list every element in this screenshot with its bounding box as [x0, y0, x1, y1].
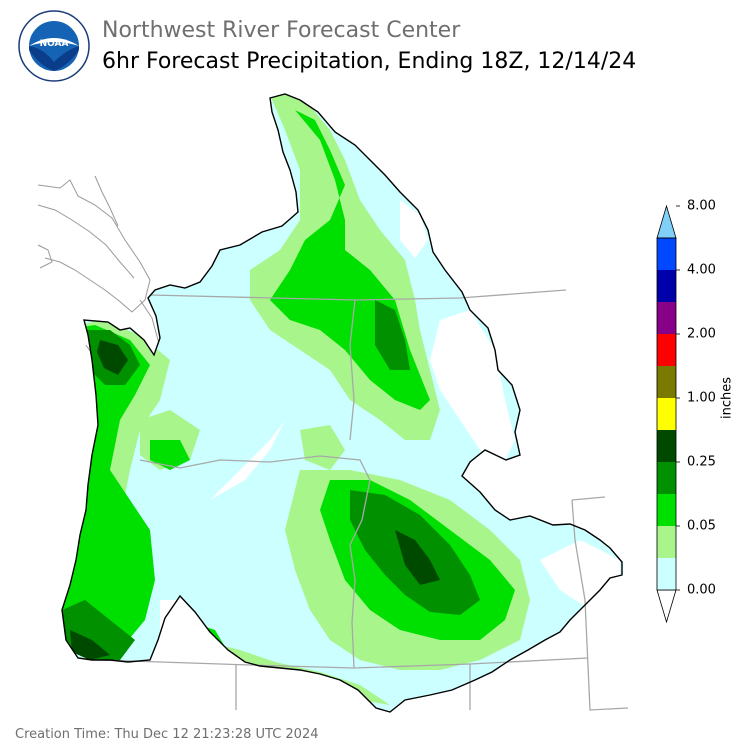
- tick-label: 8.00: [687, 198, 716, 214]
- colorbar-segment: [657, 270, 676, 302]
- colorbar-frame: [656, 237, 677, 591]
- colorbar-segment: [657, 526, 676, 558]
- tick-label: 4.00: [687, 262, 716, 278]
- tick-label: 0.25: [687, 454, 716, 470]
- colorbar-segment: [657, 462, 676, 494]
- colorbar-segment: [657, 398, 676, 430]
- product-title: 6hr Forecast Precipitation, Ending 18Z, …: [102, 49, 637, 74]
- colorbar-segment: [657, 366, 676, 398]
- colorbar-extension-high: [656, 204, 677, 239]
- creation-time: Creation Time: Thu Dec 12 21:23:28 UTC 2…: [15, 727, 319, 742]
- tick-label: 0.00: [687, 582, 716, 598]
- colorbar-segment: [657, 238, 676, 270]
- colorbar-extension-low: [656, 589, 677, 624]
- tick-label: 0.05: [687, 518, 716, 534]
- precip-colorbar: [656, 204, 680, 624]
- colorbar-units: inches: [719, 376, 735, 420]
- tick-label: 1.00: [687, 390, 716, 406]
- noaa-logo-text: NOAA: [40, 39, 69, 49]
- colorbar-segment: [657, 430, 676, 462]
- colorbar-segment: [657, 334, 676, 366]
- colorbar-segment: [657, 558, 676, 590]
- state-borders: [99, 289, 629, 711]
- tick-label: 2.00: [687, 326, 716, 342]
- noaa-logo: NOAA: [18, 10, 90, 82]
- colorbar-segment: [657, 494, 676, 526]
- org-title: Northwest River Forecast Center: [102, 18, 461, 43]
- colorbar-segment: [657, 302, 676, 334]
